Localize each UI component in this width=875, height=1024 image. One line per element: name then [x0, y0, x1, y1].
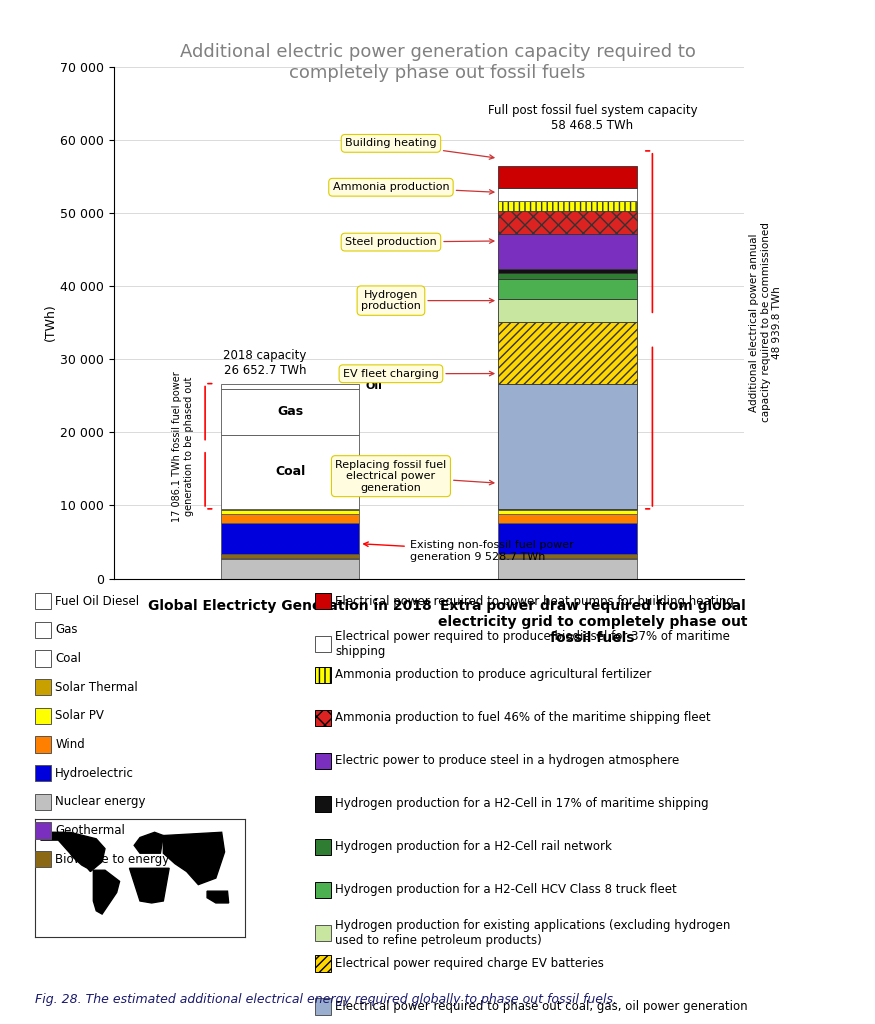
- Text: Solar Thermal: Solar Thermal: [55, 681, 138, 693]
- Text: Steel production: Steel production: [345, 238, 493, 247]
- Text: Hydrogen production for existing applications (excluding hydrogen
used to refine: Hydrogen production for existing applica…: [335, 919, 731, 947]
- Text: Solar PV: Solar PV: [55, 710, 104, 722]
- Text: Electrical power required charge EV batteries: Electrical power required charge EV batt…: [335, 957, 604, 970]
- Text: Hydroelectric: Hydroelectric: [55, 767, 134, 779]
- Bar: [498, 269, 637, 273]
- Text: Geothermal: Geothermal: [55, 824, 125, 837]
- Text: Additional electrical power annual
capacity required to be commissioned
48 939.8: Additional electrical power annual capac…: [749, 222, 782, 423]
- Text: Biowaste to energy: Biowaste to energy: [55, 853, 170, 865]
- Text: Hydrogen
production: Hydrogen production: [361, 290, 494, 311]
- Bar: [498, 211, 637, 233]
- Bar: [220, 389, 360, 435]
- Text: Replacing fossil fuel
electrical power
generation: Replacing fossil fuel electrical power g…: [335, 460, 493, 493]
- Text: Coal: Coal: [275, 466, 305, 478]
- Polygon shape: [164, 833, 225, 885]
- Bar: [498, 384, 637, 509]
- Text: Hydrogen production for a H2-Cell rail network: Hydrogen production for a H2-Cell rail n…: [335, 841, 612, 853]
- Text: Ammonia production to fuel 46% of the maritime shipping fleet: Ammonia production to fuel 46% of the ma…: [335, 712, 710, 724]
- Text: Existing non-fossil fuel power
generation 9 528.7 TWh: Existing non-fossil fuel power generatio…: [364, 541, 574, 562]
- Bar: [220, 510, 360, 514]
- Bar: [220, 514, 360, 523]
- Text: Hydrogen production for a H2-Cell HCV Class 8 truck fleet: Hydrogen production for a H2-Cell HCV Cl…: [335, 884, 677, 896]
- Text: Gas: Gas: [277, 406, 304, 419]
- Bar: [498, 322, 637, 384]
- Bar: [498, 187, 637, 201]
- Polygon shape: [130, 868, 169, 903]
- Text: Fuel Oil Diesel: Fuel Oil Diesel: [55, 595, 139, 607]
- Text: Fig. 28. The estimated additional electrical energy required globally to phase o: Fig. 28. The estimated additional electr…: [35, 992, 617, 1006]
- Bar: [220, 435, 360, 509]
- Bar: [498, 514, 637, 523]
- Bar: [498, 201, 637, 211]
- Text: Electrical power required to power heat pumps for building heating: Electrical power required to power heat …: [335, 595, 734, 607]
- Bar: [220, 554, 360, 558]
- Bar: [498, 559, 637, 579]
- Text: Ammonia production: Ammonia production: [332, 182, 493, 195]
- Text: Electrical power required to produce biodiesel for 37% of maritime
shipping: Electrical power required to produce bio…: [335, 630, 730, 658]
- Text: Additional electric power generation capacity required to
completely phase out f: Additional electric power generation cap…: [179, 43, 696, 82]
- Text: Oil: Oil: [366, 381, 382, 391]
- Text: Ammonia production to produce agricultural fertilizer: Ammonia production to produce agricultur…: [335, 669, 652, 681]
- Text: Nuclear energy: Nuclear energy: [55, 796, 145, 808]
- Bar: [498, 523, 637, 554]
- Bar: [498, 279, 637, 299]
- Y-axis label: (TWh): (TWh): [45, 304, 57, 341]
- Bar: [498, 554, 637, 558]
- Text: Wind: Wind: [55, 738, 85, 751]
- Bar: [498, 166, 637, 187]
- Text: Electric power to produce steel in a hydrogen atmosphere: Electric power to produce steel in a hyd…: [335, 755, 679, 767]
- Bar: [220, 384, 360, 389]
- Bar: [498, 510, 637, 514]
- Polygon shape: [41, 833, 105, 871]
- Polygon shape: [134, 833, 164, 853]
- Text: EV fleet charging: EV fleet charging: [343, 369, 493, 379]
- Polygon shape: [207, 891, 228, 903]
- Bar: [498, 273, 637, 279]
- Text: Electrical power required to phase out coal, gas, oil power generation: Electrical power required to phase out c…: [335, 1000, 748, 1013]
- Text: Gas: Gas: [55, 624, 78, 636]
- Text: Building heating: Building heating: [345, 138, 493, 160]
- Text: 17 086.1 TWh fossil fuel power
generation to be phased out: 17 086.1 TWh fossil fuel power generatio…: [172, 371, 194, 522]
- Text: Coal: Coal: [55, 652, 81, 665]
- Polygon shape: [94, 870, 120, 914]
- Text: Global Electricty Generation in 2018: Global Electricty Generation in 2018: [148, 599, 432, 613]
- Bar: [498, 233, 637, 269]
- Text: Full post fossil fuel system capacity
58 468.5 TWh: Full post fossil fuel system capacity 58…: [487, 104, 697, 132]
- Text: Hydrogen production for a H2-Cell in 17% of maritime shipping: Hydrogen production for a H2-Cell in 17%…: [335, 798, 709, 810]
- Text: Extra power draw required from global
electricity grid to completely phase out
f: Extra power draw required from global el…: [438, 599, 747, 645]
- Bar: [498, 299, 637, 322]
- Bar: [220, 559, 360, 579]
- Bar: [220, 523, 360, 554]
- Text: 2018 capacity
26 652.7 TWh: 2018 capacity 26 652.7 TWh: [223, 349, 306, 378]
